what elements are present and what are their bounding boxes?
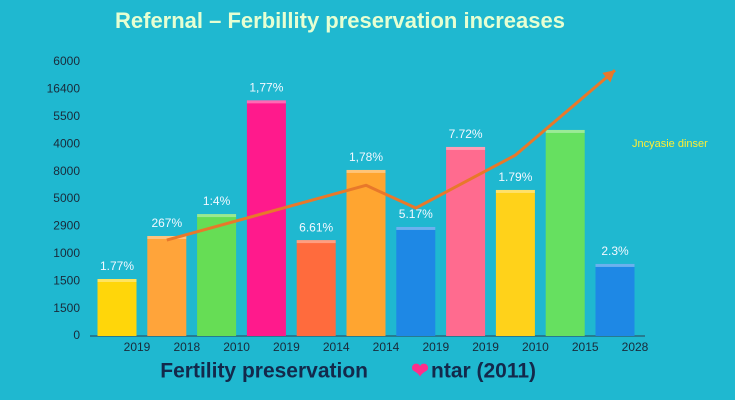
- y-tick-label: 16400: [47, 82, 81, 96]
- bar-label: 1.79%: [498, 170, 532, 184]
- bar: [595, 263, 635, 336]
- x-tick-label: 2028: [622, 340, 649, 354]
- x-tick-label: 2010: [223, 340, 250, 354]
- bar-label: 1,77%: [249, 81, 283, 95]
- chart-subtitle-tail: ntar (2011): [431, 360, 536, 383]
- bar-highlight: [495, 189, 535, 193]
- bar-label: 2.3%: [601, 244, 629, 258]
- bar-highlight: [346, 169, 386, 173]
- bar-highlight: [197, 214, 237, 218]
- x-tick-label: 2014: [323, 340, 350, 354]
- y-tick-label: 1500: [53, 273, 80, 287]
- x-tick-label: 2019: [422, 340, 449, 354]
- bar-highlight: [296, 240, 336, 244]
- chart-title: Refernal – Ferbillity preservation incre…: [115, 8, 565, 33]
- bar-label: 6.61%: [299, 220, 333, 234]
- bar: [246, 100, 286, 336]
- bar-highlight: [147, 235, 187, 239]
- bar-highlight: [545, 129, 585, 133]
- bar-label: 1,78%: [349, 150, 383, 164]
- chart-subtitle: Fertility preservation: [160, 360, 368, 383]
- trend-line: [166, 69, 616, 242]
- y-tick-label: 5500: [53, 109, 80, 123]
- bar-label: 1.77%: [100, 259, 134, 273]
- x-tick-label: 2019: [472, 340, 499, 354]
- trend-arrowhead: [602, 70, 615, 83]
- bar-label: 1:4%: [203, 194, 231, 208]
- x-tick-label: 2019: [273, 340, 300, 354]
- y-tick-label: 6000: [53, 54, 80, 68]
- y-tick-label: 1000: [53, 246, 80, 260]
- y-tick-label: 5000: [53, 191, 80, 205]
- y-tick-label: 4000: [53, 136, 80, 150]
- annotation: Jncyasie dinser: [632, 138, 708, 150]
- x-tick-label: 2010: [522, 340, 549, 354]
- bar-highlight: [246, 100, 286, 104]
- bar: [197, 214, 237, 336]
- bar-label: 7.72%: [449, 127, 483, 141]
- x-tick-label: 2015: [572, 340, 599, 354]
- bar-highlight: [97, 279, 137, 283]
- bar-label: 5.17%: [399, 207, 433, 221]
- bar-highlight: [595, 263, 635, 267]
- heart-icon: ❤: [411, 360, 429, 383]
- bar: [446, 146, 486, 336]
- bar-highlight: [446, 146, 486, 150]
- y-tick-label: 0: [73, 328, 80, 342]
- bar: [545, 129, 585, 336]
- x-tick-label: 2019: [124, 340, 151, 354]
- x-tick-label: 2014: [373, 340, 400, 354]
- y-tick-label: 1500: [53, 301, 80, 315]
- y-tick-label: 2900: [53, 219, 80, 233]
- bar: [296, 240, 336, 336]
- bar: [346, 169, 386, 336]
- x-tick-label: 2018: [173, 340, 200, 354]
- bar-highlight: [396, 226, 436, 230]
- bar: [147, 235, 187, 336]
- bar-label: 267%: [151, 216, 182, 230]
- y-tick-label: 8000: [53, 164, 80, 178]
- bar: [97, 279, 137, 336]
- bar: [495, 189, 535, 336]
- bar: [396, 226, 436, 336]
